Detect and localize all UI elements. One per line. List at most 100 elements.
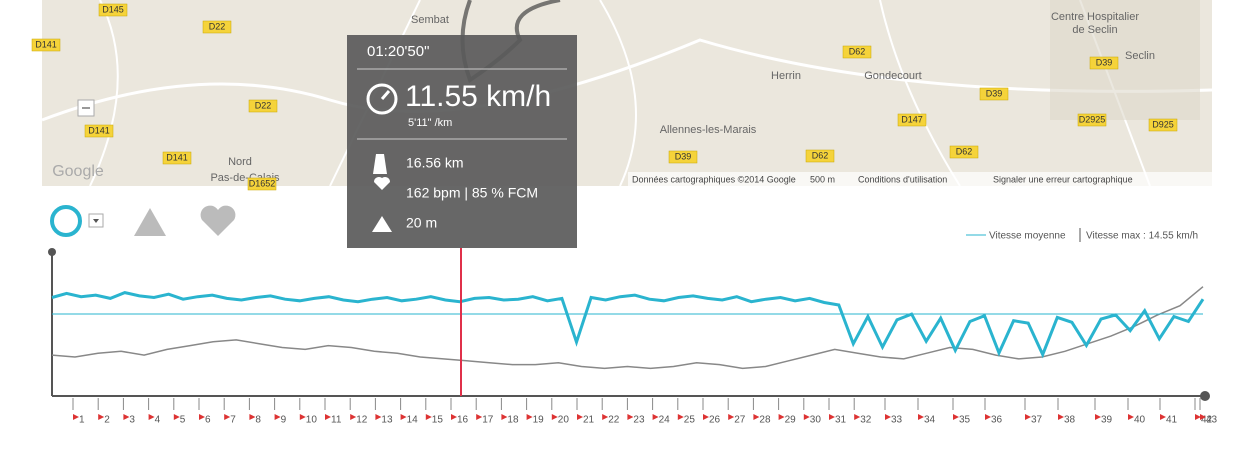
km-label: 38 xyxy=(1064,415,1076,426)
km-label: 24 xyxy=(659,415,671,426)
km-flag xyxy=(526,414,533,420)
km-label: 27 xyxy=(734,415,746,426)
km-label: 36 xyxy=(991,415,1003,426)
road-label: D62 xyxy=(849,46,866,56)
road-label: D141 xyxy=(88,125,110,135)
tooltip-speed: 11.55 km/h xyxy=(405,80,551,113)
road-badge xyxy=(1077,113,1107,127)
km-flag xyxy=(375,414,382,420)
km-flag xyxy=(224,414,231,420)
km-label: 2 xyxy=(104,415,110,426)
km-label: 21 xyxy=(583,415,595,426)
speed-line xyxy=(51,291,1205,359)
road-label: D1652 xyxy=(249,178,276,188)
km-flag xyxy=(778,414,785,420)
km-flag xyxy=(148,414,155,420)
km-label: 10 xyxy=(306,415,318,426)
km-flag xyxy=(1200,414,1206,420)
road-label: D147 xyxy=(901,114,923,124)
tooltip-heart: 162 bpm | 85 % FCM xyxy=(406,185,538,201)
km-flag xyxy=(1128,414,1134,420)
km-flag xyxy=(753,414,760,420)
km-label: 43 xyxy=(1206,415,1218,426)
km-label: 41 xyxy=(1166,415,1178,426)
tooltip-time: 01:20'50" xyxy=(367,43,429,60)
road-badge xyxy=(1148,118,1178,132)
km-label: 6 xyxy=(205,415,211,426)
road-label: D39 xyxy=(1096,57,1113,67)
km-flag xyxy=(918,414,924,420)
km-label: 14 xyxy=(407,415,419,426)
map-footer: Signaler une erreur cartographique xyxy=(993,174,1133,184)
speed-tab[interactable] xyxy=(50,205,82,237)
heart-tab[interactable] xyxy=(200,205,236,236)
road-badge xyxy=(805,149,835,163)
road-label: D39 xyxy=(986,88,1003,98)
km-flag xyxy=(350,414,357,420)
km-flag xyxy=(451,414,457,420)
km-flag xyxy=(501,414,508,420)
km-flag xyxy=(854,414,861,420)
km-flag xyxy=(1095,414,1101,420)
km-label: 25 xyxy=(684,415,696,426)
road-badge xyxy=(248,99,278,113)
km-flag xyxy=(173,414,180,420)
elevation-line xyxy=(51,286,1204,370)
km-label: 11 xyxy=(331,415,342,426)
km-label: 15 xyxy=(432,415,444,426)
km-label: 34 xyxy=(924,415,936,426)
road-badge xyxy=(84,124,114,138)
legend-max: Vitesse max : 14.55 km/h xyxy=(1086,231,1198,242)
km-label: 9 xyxy=(281,415,287,426)
km-label: 39 xyxy=(1101,415,1113,426)
km-label: 1 xyxy=(79,415,85,426)
road-label: D62 xyxy=(956,146,973,156)
place-label: Google xyxy=(52,163,104,180)
km-label: 37 xyxy=(1031,415,1043,426)
km-flag xyxy=(677,414,684,420)
place-label: Herrin xyxy=(771,70,801,82)
km-flag xyxy=(602,414,609,420)
road-label: D141 xyxy=(35,39,57,49)
km-flag xyxy=(400,414,407,420)
km-flag xyxy=(885,414,891,420)
km-label: 22 xyxy=(608,415,620,426)
road-badge xyxy=(1089,56,1119,70)
km-label: 12 xyxy=(356,415,368,426)
road-label: D141 xyxy=(166,152,188,162)
road-badge xyxy=(31,38,61,52)
km-label: 35 xyxy=(959,415,971,426)
road-label: D62 xyxy=(812,150,829,160)
km-label: 32 xyxy=(860,415,872,426)
altitude-tab[interactable] xyxy=(134,208,166,236)
road-label: D2925 xyxy=(1079,114,1106,124)
km-flag xyxy=(476,414,483,420)
km-label: 31 xyxy=(835,415,847,426)
km-flag xyxy=(325,414,331,420)
place-label: Nord xyxy=(228,156,252,168)
km-flag xyxy=(1195,414,1201,420)
km-flag xyxy=(803,414,810,420)
map-footer: 500 m xyxy=(810,174,835,184)
km-label: 7 xyxy=(230,415,236,426)
km-flag xyxy=(652,414,659,420)
km-label: 42 xyxy=(1201,415,1213,426)
legend-average: Vitesse moyenne xyxy=(989,231,1066,242)
km-flag xyxy=(953,414,959,420)
place-label: Centre Hospitalier xyxy=(1051,11,1139,23)
km-label: 19 xyxy=(533,415,545,426)
road-label: D145 xyxy=(102,4,124,14)
km-flag xyxy=(728,414,735,420)
road-label: D925 xyxy=(1152,119,1174,129)
km-label: 26 xyxy=(709,415,721,426)
km-label: 3 xyxy=(129,415,135,426)
km-flag xyxy=(985,414,991,420)
place-label: de Seclin xyxy=(1072,24,1117,36)
road-badge xyxy=(162,151,192,165)
km-flag xyxy=(1025,414,1031,420)
road-badge xyxy=(202,20,232,34)
km-flag xyxy=(1058,414,1064,420)
place-label: Sembat xyxy=(411,14,449,26)
